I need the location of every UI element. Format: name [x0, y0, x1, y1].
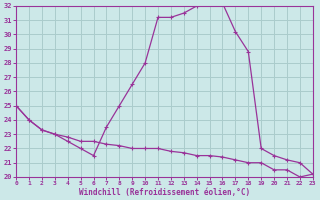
X-axis label: Windchill (Refroidissement éolien,°C): Windchill (Refroidissement éolien,°C): [79, 188, 250, 197]
